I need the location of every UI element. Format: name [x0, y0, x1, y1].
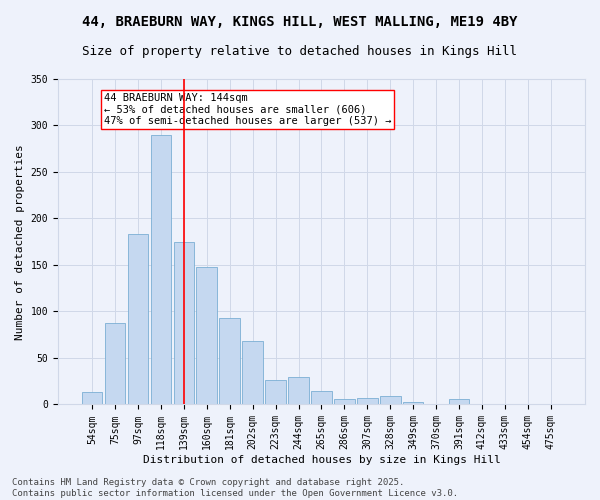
Text: 44 BRAEBURN WAY: 144sqm
← 53% of detached houses are smaller (606)
47% of semi-d: 44 BRAEBURN WAY: 144sqm ← 53% of detache…: [104, 93, 391, 126]
Bar: [357, 398, 377, 404]
Text: 44, BRAEBURN WAY, KINGS HILL, WEST MALLING, ME19 4BY: 44, BRAEBURN WAY, KINGS HILL, WEST MALLI…: [82, 15, 518, 29]
Bar: [82, 392, 103, 404]
Bar: [334, 399, 355, 404]
Bar: [173, 242, 194, 404]
Bar: [105, 322, 125, 404]
Y-axis label: Number of detached properties: Number of detached properties: [15, 144, 25, 340]
Bar: [242, 341, 263, 404]
X-axis label: Distribution of detached houses by size in Kings Hill: Distribution of detached houses by size …: [143, 455, 500, 465]
Bar: [265, 380, 286, 404]
Bar: [449, 399, 469, 404]
Bar: [128, 234, 148, 404]
Bar: [311, 392, 332, 404]
Bar: [196, 267, 217, 404]
Bar: [220, 318, 240, 404]
Bar: [151, 135, 171, 404]
Text: Contains HM Land Registry data © Crown copyright and database right 2025.
Contai: Contains HM Land Registry data © Crown c…: [12, 478, 458, 498]
Bar: [403, 402, 424, 404]
Text: Size of property relative to detached houses in Kings Hill: Size of property relative to detached ho…: [83, 45, 517, 58]
Bar: [288, 376, 309, 404]
Bar: [380, 396, 401, 404]
